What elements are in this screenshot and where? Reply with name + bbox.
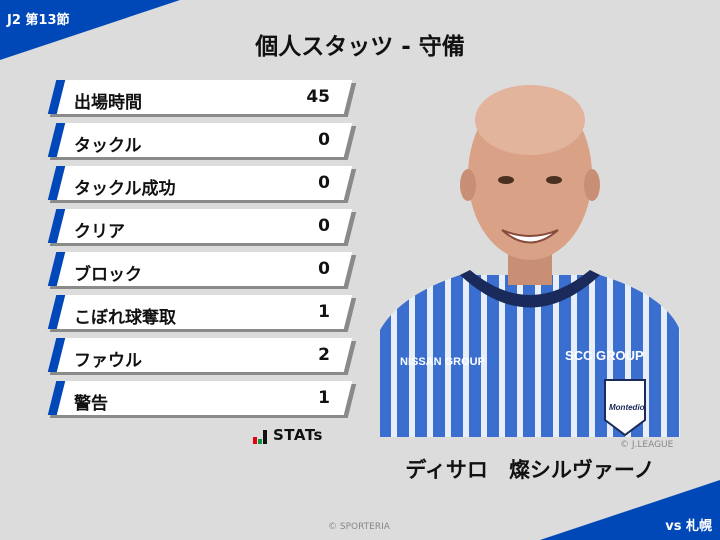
stat-value: 1: [318, 302, 330, 322]
round-label: J2 第13節: [7, 13, 70, 28]
stat-label: ファウル: [74, 351, 142, 371]
stat-row: こぼれ球奪取 1: [47, 295, 357, 332]
club-crest-text: Montedio: [609, 403, 645, 412]
player-name: ディサロ 燦シルヴァーノ: [405, 458, 655, 482]
stat-row: ブロック 0: [47, 252, 357, 289]
stat-row: タックル 0: [47, 123, 357, 160]
copyright: © SPORTERIA: [328, 522, 390, 532]
photo-credit: © J.LEAGUE: [620, 440, 674, 450]
stat-row: 警告 1: [47, 381, 357, 418]
stat-value: 1: [318, 388, 330, 408]
stat-value: 0: [318, 173, 330, 193]
stat-row: クリア 0: [47, 209, 357, 246]
stat-value: 0: [318, 216, 330, 236]
sponsor-text: NISSAN GROUP: [400, 356, 485, 368]
stat-row: 出場時間 45: [47, 80, 357, 117]
stat-value: 45: [306, 87, 330, 107]
stat-label: 警告: [74, 394, 108, 414]
stat-label: こぼれ球奪取: [74, 308, 176, 328]
stats-logo: STATs: [253, 426, 323, 444]
stat-row: ファウル 2: [47, 338, 357, 375]
sponsor-text-2: SCC GROUP: [565, 348, 644, 363]
stat-row: タックル成功 0: [47, 166, 357, 203]
page-title: 個人スタッツ - 守備: [255, 34, 465, 60]
stat-label: クリア: [74, 222, 125, 242]
stat-value: 0: [318, 259, 330, 279]
stat-label: タックル: [74, 136, 142, 156]
stat-value: 0: [318, 130, 330, 150]
stat-label: 出場時間: [74, 93, 142, 113]
stat-label: ブロック: [74, 265, 142, 285]
stats-logo-text: STATs: [273, 426, 323, 444]
stat-label: タックル成功: [74, 179, 176, 199]
player-photo: NISSAN GROUP SCC GROUP Montedio: [380, 80, 680, 437]
opponent-label: vs 札幌: [665, 519, 712, 534]
stats-bars-icon: [253, 430, 267, 444]
stat-value: 2: [318, 345, 330, 365]
